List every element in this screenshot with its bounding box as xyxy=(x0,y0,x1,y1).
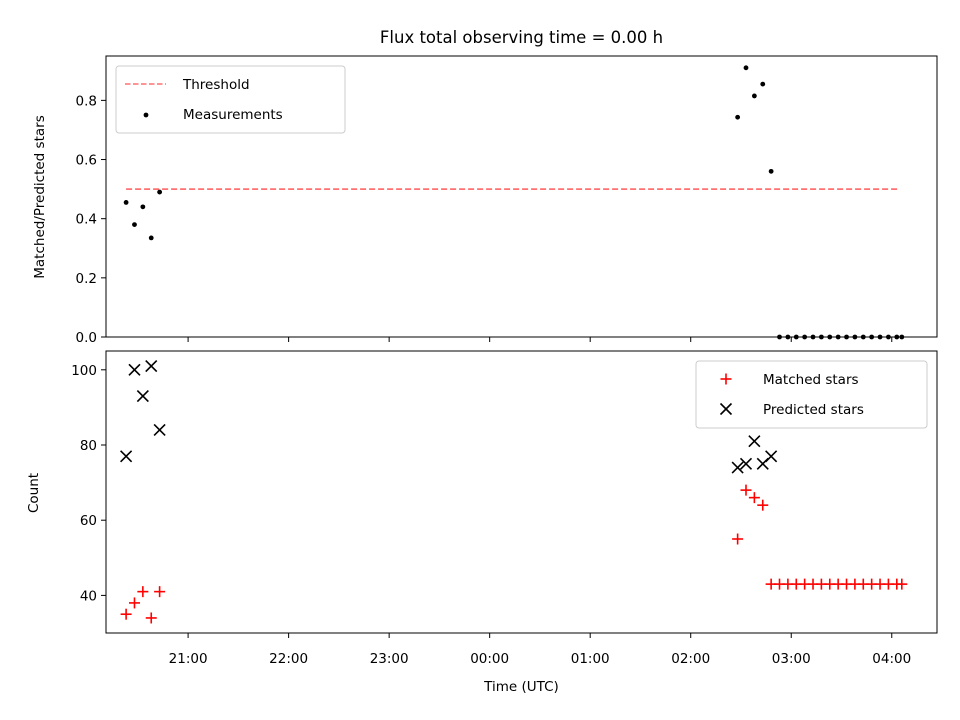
panel1-y-ticks: 0.0 0.2 0.4 0.6 0.8 xyxy=(76,93,106,346)
y-tick-label: 0.6 xyxy=(76,153,97,169)
predicted-star-point xyxy=(739,457,753,470)
predicted-star-point xyxy=(748,435,761,448)
x-tick-label: 03:00 xyxy=(772,651,811,667)
legend-matched-swatch xyxy=(720,373,732,385)
matched-star-point xyxy=(757,499,769,511)
measurement-point xyxy=(877,334,883,340)
measurement-point xyxy=(827,334,833,340)
legend-matched-label: Matched stars xyxy=(763,372,859,388)
panel2-frame xyxy=(105,350,938,634)
predicted-star-point xyxy=(145,359,158,373)
measurement-point xyxy=(844,334,849,340)
measurement-point xyxy=(132,222,137,228)
measurement-point xyxy=(743,65,749,71)
y-tick-label: 40 xyxy=(80,588,97,604)
x-tick-label: 01:00 xyxy=(571,651,610,667)
matched-star-point xyxy=(740,484,752,496)
matched-star-point xyxy=(137,586,149,598)
measurement-point xyxy=(802,334,808,340)
y-tick-label: 100 xyxy=(71,363,97,379)
panel2-ylabel: Count xyxy=(26,473,42,513)
panel2-y-ticks: 40 60 80 100 xyxy=(71,363,106,604)
x-tick-label: 04:00 xyxy=(872,651,911,667)
measurement-point xyxy=(852,334,858,340)
legend-threshold-label: Threshold xyxy=(182,77,250,93)
measurement-point xyxy=(148,235,154,241)
panel1-ylabel: Matched/Predicted stars xyxy=(32,115,48,278)
panel2-x-ticks: 21:00 22:00 23:00 00:00 01:00 02:00 03:00 04:00 xyxy=(169,633,911,667)
x-axis-label: Time (UTC) xyxy=(483,679,559,695)
matched-star-point xyxy=(732,533,744,545)
y-tick-label: 0.2 xyxy=(76,271,97,287)
panel2-legend: Matched stars Predicted stars xyxy=(695,360,928,429)
predicted-star-point xyxy=(120,450,133,463)
legend-measurements-label: Measurements xyxy=(183,107,283,123)
matched-star-point xyxy=(120,608,132,620)
y-tick-label: 80 xyxy=(80,438,97,454)
predicted-star-point xyxy=(153,423,166,437)
y-tick-label: 0.0 xyxy=(76,330,97,346)
y-tick-label: 0.4 xyxy=(76,212,97,228)
matched-star-point xyxy=(128,597,140,609)
star-count-panel: Count Time (UTC) 40 60 80 100 21:00 22:00 23:… xyxy=(26,350,938,695)
matched-star-point xyxy=(145,612,157,624)
predicted-star-point xyxy=(731,461,744,474)
x-tick-label: 23:00 xyxy=(370,651,409,667)
matched-star-point xyxy=(748,492,760,504)
measurement-point xyxy=(899,334,905,340)
measurement-point xyxy=(768,168,774,174)
predicted-star-point xyxy=(765,450,778,463)
chart-title: Flux total observing time = 0.00 h xyxy=(380,28,663,47)
x-tick-label: 21:00 xyxy=(169,651,208,667)
measurement-point xyxy=(777,334,782,340)
panel1-legend-box xyxy=(115,65,346,134)
x-tick-label: 02:00 xyxy=(671,651,710,667)
predicted-star-point xyxy=(128,363,141,376)
matched-star-point xyxy=(154,586,166,598)
measurement-point xyxy=(860,334,866,340)
panel2-legend-box xyxy=(695,360,928,429)
measurement-point xyxy=(785,334,791,340)
legend-predicted-label: Predicted stars xyxy=(763,402,864,418)
measurement-point xyxy=(835,334,841,340)
panel1-legend: Threshold Measurements xyxy=(115,65,346,134)
y-tick-label: 0.8 xyxy=(76,93,97,109)
measurement-point xyxy=(140,204,146,210)
predicted-star-point xyxy=(136,390,149,403)
panel1-data xyxy=(123,65,905,340)
measurement-point xyxy=(735,114,741,120)
x-tick-label: 22:00 xyxy=(269,651,308,667)
measurement-point xyxy=(869,334,875,340)
measurement-point xyxy=(157,189,163,195)
measurement-point xyxy=(894,334,900,340)
legend-measurements-swatch xyxy=(143,112,149,118)
panel1-frame xyxy=(105,55,938,338)
flux-ratio-panel: Matched/Predicted stars 0.00.20.40.60.8 … xyxy=(32,55,938,346)
measurement-point xyxy=(810,334,816,340)
measurement-point xyxy=(793,334,799,340)
measurement-point xyxy=(751,93,757,99)
panel1-x-ticks xyxy=(187,337,893,342)
panel2-data xyxy=(120,359,908,624)
measurement-point xyxy=(818,334,824,340)
matched-star-point xyxy=(896,578,908,590)
y-tick-label: 60 xyxy=(80,513,97,529)
measurement-point xyxy=(886,334,891,340)
measurement-point xyxy=(760,81,766,87)
legend-predicted-swatch xyxy=(719,402,733,416)
measurement-point xyxy=(123,200,129,205)
x-tick-label: 00:00 xyxy=(470,651,509,667)
